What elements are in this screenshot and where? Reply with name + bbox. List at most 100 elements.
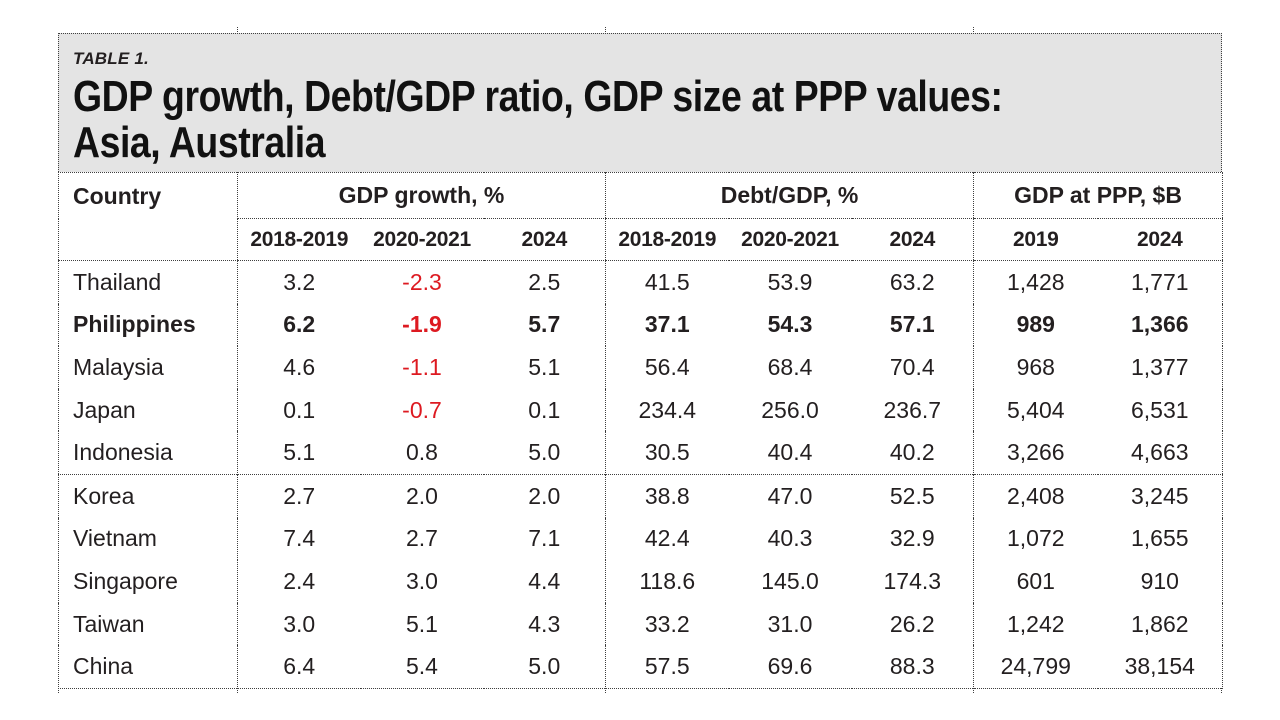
page-title-line2: Asia, Australia xyxy=(73,117,326,167)
page-title: GDP growth, Debt/GDP ratio, GDP size at … xyxy=(73,74,1049,166)
cell-gdp_growth: -0.7 xyxy=(402,396,442,423)
cell-gdp_ppp: 24,799 xyxy=(973,645,1098,689)
cell-gdp_growth: 4.6 xyxy=(237,346,361,389)
cell-gdp_ppp: 968 xyxy=(973,346,1098,389)
col-header-gdp_ppp-2024: 2024 xyxy=(1097,218,1223,261)
table-panel: TABLE 1. GDP growth, Debt/GDP ratio, GDP… xyxy=(58,27,1224,693)
col-header-gdp_growth-2024: 2024 xyxy=(483,218,606,261)
col-header-debt_gdp-2020-2021: 2020-2021 xyxy=(728,218,852,261)
col-header-gdp_growth-2020-2021: 2020-2021 xyxy=(360,218,484,261)
cell-gdp_growth: 5.0 xyxy=(528,439,561,466)
crop-tick xyxy=(1221,688,1222,693)
cell-debt_gdp: 234.4 xyxy=(605,388,729,432)
cell-debt_gdp: 52.5 xyxy=(851,473,974,518)
table-row: Vietnam 7.4 2.7 7.1 42.4 40.3 32.9 1,072 1,655 xyxy=(59,517,1223,561)
cell-gdp_growth: 5.0 xyxy=(528,653,561,680)
cell-gdp_growth: 6.2 xyxy=(237,303,361,347)
col-group-gdp-growth: GDP growth, % xyxy=(236,172,606,219)
cell-gdp_growth: 3.0 xyxy=(237,602,361,646)
crop-tick xyxy=(58,688,59,693)
table-row: Philippines 6.2 -1.9 5.7 37.1 54.3 57.1 989 1,36… xyxy=(59,303,1223,347)
cell-gdp_ppp: 1,242 xyxy=(973,602,1098,646)
cell-country: Taiwan xyxy=(73,610,145,637)
table-row: Singapore 2.4 3.0 4.4 118.6 145.0 174.3 601 910 xyxy=(59,560,1223,603)
group-header-row: Country GDP growth, % Debt/GDP, % GDP at… xyxy=(58,172,1223,261)
cell-gdp_ppp: 3,266 xyxy=(973,431,1098,475)
crop-tick xyxy=(973,27,974,32)
cell-debt_gdp: 118.6 xyxy=(605,560,729,603)
table-kicker: TABLE 1. xyxy=(73,49,149,68)
cell-gdp_ppp: 3,245 xyxy=(1097,473,1223,518)
col-header-gdp_ppp-2019: 2019 xyxy=(973,218,1098,261)
cell-country: Indonesia xyxy=(73,439,173,466)
crop-tick xyxy=(973,688,974,693)
cell-debt_gdp: 26.2 xyxy=(889,610,935,637)
cell-country: China xyxy=(73,653,134,680)
cell-gdp_growth: 2.0 xyxy=(483,473,606,518)
cell-debt_gdp: 256.0 xyxy=(761,396,819,423)
cell-gdp_ppp: 1,377 xyxy=(1130,353,1189,380)
cell-debt_gdp: 53.9 xyxy=(767,268,813,295)
cell-debt_gdp: 47.0 xyxy=(728,473,852,518)
crop-tick xyxy=(605,688,606,693)
cell-gdp_growth: 2.0 xyxy=(360,473,484,518)
cell-gdp_growth: 0.8 xyxy=(406,439,438,466)
cell-country: Japan xyxy=(73,396,136,423)
cell-country: Malaysia xyxy=(73,353,164,380)
table-row: Taiwan 3.0 5.1 4.3 33.2 31.0 26.2 1,242 1,862 xyxy=(59,602,1223,646)
cell-debt_gdp: 57.1 xyxy=(889,311,935,338)
table-row: Japan 0.1 -0.7 0.1 234.4 256.0 236.7 5,404 6,531 xyxy=(59,388,1223,432)
data-table: Country GDP growth, % Debt/GDP, % GDP at… xyxy=(58,172,1224,689)
cell-debt_gdp: 68.4 xyxy=(767,353,813,380)
cell-gdp_growth: 2.5 xyxy=(528,268,561,295)
cell-debt_gdp: 40.4 xyxy=(767,439,813,466)
cell-debt_gdp: 63.2 xyxy=(889,268,935,295)
cell-gdp_ppp: 601 xyxy=(973,560,1098,603)
cell-debt_gdp: 33.2 xyxy=(605,602,729,646)
cell-gdp_growth: 6.4 xyxy=(237,645,361,689)
table-row: China 6.4 5.4 5.0 57.5 69.6 88.3 24,799 38,154 xyxy=(59,645,1223,689)
cell-country: Philippines xyxy=(73,311,196,338)
col-header-debt_gdp-2024: 2024 xyxy=(851,218,974,261)
cell-gdp_growth: 5.1 xyxy=(528,353,561,380)
cell-gdp_growth: 5.1 xyxy=(406,610,438,637)
cell-gdp_ppp: 6,531 xyxy=(1130,396,1189,423)
cell-gdp_growth: 0.1 xyxy=(528,396,561,423)
cell-country: Korea xyxy=(58,473,238,518)
cell-debt_gdp: 70.4 xyxy=(889,353,935,380)
cell-gdp_ppp: 1,862 xyxy=(1130,610,1189,637)
cell-gdp_growth: -1.9 xyxy=(402,311,442,338)
table-row: Malaysia 4.6 -1.1 5.1 56.4 68.4 70.4 968 1,377 xyxy=(59,346,1223,389)
col-header-country: Country xyxy=(58,172,238,261)
cell-gdp_growth: 2.7 xyxy=(406,525,438,552)
year-header-row: 2018-2019 2020-2021 2024 2018-2019 2020-2021… xyxy=(59,218,1223,261)
cell-debt_gdp: 54.3 xyxy=(767,311,813,338)
cell-gdp_ppp: 1,072 xyxy=(973,517,1098,561)
table-row: Thailand 3.2 -2.3 2.5 41.5 53.9 63.2 1,428 1,771 xyxy=(59,260,1223,304)
cell-debt_gdp: 57.5 xyxy=(605,645,729,689)
cell-gdp_ppp: 1,366 xyxy=(1130,311,1189,338)
cell-debt_gdp: 30.5 xyxy=(605,431,729,475)
cell-gdp_ppp: 1,771 xyxy=(1130,268,1189,295)
col-group-gdp-ppp: GDP at PPP, $B xyxy=(973,172,1223,219)
cell-debt_gdp: 37.1 xyxy=(605,303,729,347)
cell-debt_gdp: 42.4 xyxy=(605,517,729,561)
cell-debt_gdp: 56.4 xyxy=(605,346,729,389)
cell-gdp_growth: 7.4 xyxy=(237,517,361,561)
cell-gdp_ppp: 1,655 xyxy=(1130,525,1189,552)
crop-tick xyxy=(237,688,238,693)
table-row: Korea 2.7 2.0 2.0 38.8 47.0 52.5 2,408 3,245 xyxy=(58,473,1223,518)
cell-gdp_growth: -2.3 xyxy=(402,268,442,295)
title-block: TABLE 1. GDP growth, Debt/GDP ratio, GDP… xyxy=(58,33,1222,172)
page-title-line1: GDP growth, Debt/GDP ratio, GDP size at … xyxy=(73,72,1003,121)
cell-gdp_growth: 4.3 xyxy=(528,610,561,637)
cell-gdp_growth: 7.1 xyxy=(528,525,561,552)
cell-debt_gdp: 31.0 xyxy=(767,610,813,637)
cell-gdp_ppp: 5,404 xyxy=(973,388,1098,432)
cell-debt_gdp: 40.3 xyxy=(767,525,813,552)
cell-gdp_growth: 4.4 xyxy=(528,567,561,594)
cell-gdp_growth: 2.7 xyxy=(237,473,361,518)
cell-debt_gdp: 236.7 xyxy=(883,396,942,423)
cell-gdp_ppp: 4,663 xyxy=(1130,439,1189,466)
cell-debt_gdp: 32.9 xyxy=(889,525,935,552)
